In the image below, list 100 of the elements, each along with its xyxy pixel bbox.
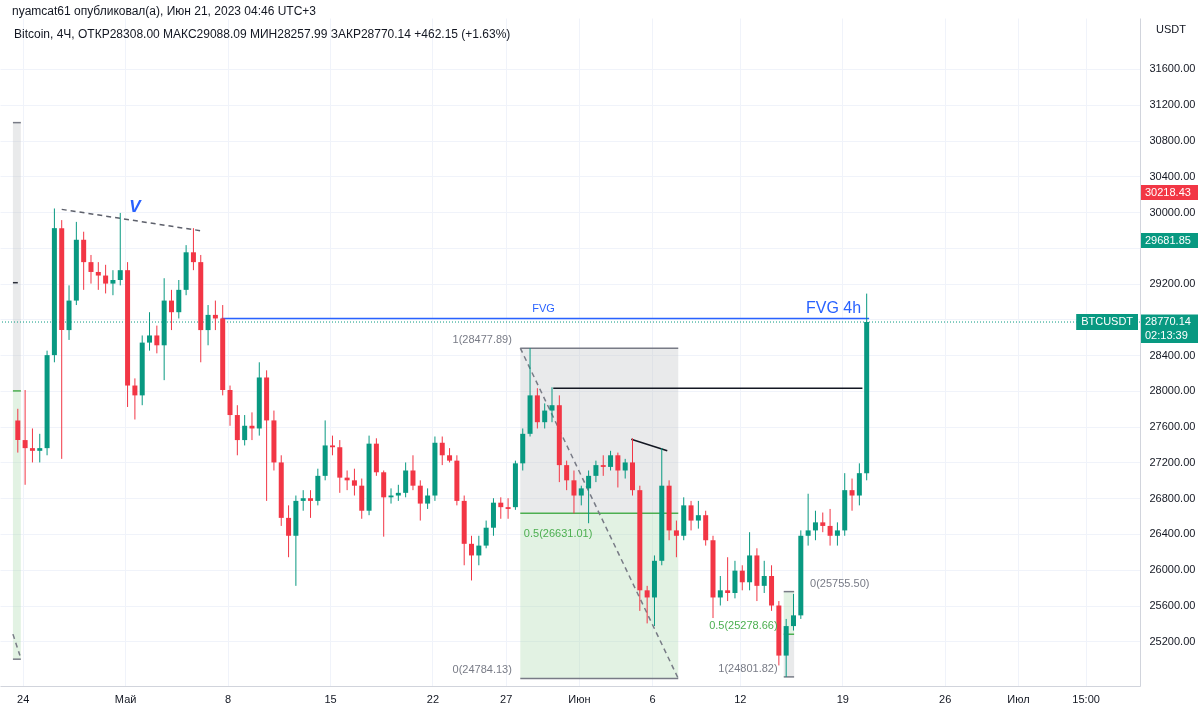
- y-tick-label: 30000.00: [1149, 205, 1196, 218]
- x-tick-label: 15: [324, 692, 337, 705]
- x-tick-label: Июн: [568, 692, 591, 705]
- x-tick-label: 6: [649, 692, 656, 705]
- candlestick: [117, 212, 123, 286]
- chart-title: nyamcat61 опубликовал(а), Июн 21, 2023 04:46 UTC+3: [12, 4, 317, 18]
- candlestick: [351, 468, 357, 497]
- candlestick: [673, 520, 679, 558]
- candlestick: [812, 510, 818, 541]
- text: 29681.85: [1145, 233, 1191, 246]
- candlestick: [425, 487, 431, 510]
- y-tick-label: 25600.00: [1149, 599, 1196, 612]
- candlestick: [695, 500, 701, 530]
- x-tick-label: 27: [500, 692, 513, 705]
- text: 02:13:39: [1145, 328, 1188, 341]
- candlestick: [308, 489, 314, 519]
- candlestick: [498, 496, 504, 520]
- y-tick-label: 31600.00: [1149, 62, 1196, 75]
- candlestick: [505, 497, 511, 520]
- candlestick: [827, 508, 833, 547]
- candlestick: [242, 414, 248, 446]
- text: Bitcoin, 4Ч, ОТКР28308.00 МАКС29088.09 МИН28257.99 ЗАКР28770.14 +462.15 (+1.63%): [14, 27, 511, 41]
- y-tick-label: 27600.00: [1149, 420, 1196, 433]
- candlestick: [147, 311, 153, 352]
- candlestick: [564, 460, 570, 491]
- candlestick: [549, 386, 555, 423]
- candlestick: [300, 489, 306, 512]
- y-tick-label: 28000.00: [1149, 384, 1196, 397]
- ref-line-label: BTCUSDT: [1081, 315, 1134, 328]
- annotation: FVG 4h: [805, 299, 862, 317]
- candlestick: [593, 460, 599, 483]
- candlestick: [132, 377, 138, 421]
- candlestick: [22, 389, 28, 486]
- series-label: 0(25755.50): [810, 576, 870, 589]
- y-tick-label: 29200.00: [1149, 277, 1196, 290]
- candlestick: [791, 593, 796, 632]
- y-axis-title: USDT: [1156, 23, 1187, 35]
- x-tick-label: Июл: [1007, 692, 1030, 705]
- candlestick: [586, 469, 592, 524]
- candlestick: [542, 402, 548, 429]
- candlestick: [834, 521, 840, 547]
- x-tick-label: 22: [426, 692, 440, 705]
- x-tick-label: 26: [939, 692, 952, 705]
- candlestick: [88, 254, 94, 285]
- x-tick-label: Май: [114, 692, 137, 705]
- y-tick-label: 30400.00: [1149, 169, 1196, 182]
- text: 28770.14: [1145, 315, 1191, 327]
- y-tick-label: 31200.00: [1149, 98, 1196, 111]
- candlestick: [805, 493, 811, 547]
- candlestick: [739, 564, 745, 591]
- series-label: 0.5(26631.01): [523, 527, 593, 540]
- y-tick-label: 26400.00: [1149, 527, 1196, 540]
- candlestick: [476, 535, 482, 566]
- series-label: 1(28477.89): [452, 333, 512, 346]
- candlestick: [761, 560, 767, 594]
- candlestick: [615, 452, 621, 488]
- candlestick: [571, 469, 577, 514]
- candlestick: [820, 512, 826, 533]
- candlestick: [688, 500, 694, 531]
- y-tick-label: 25200.00: [1149, 634, 1196, 647]
- candlestick: [717, 575, 723, 607]
- candlestick: [29, 427, 35, 463]
- candlestick: [856, 462, 862, 506]
- y-tick-label: 28400.00: [1149, 348, 1196, 361]
- candlestick: [110, 269, 116, 296]
- candlestick: [190, 227, 196, 271]
- candlestick: [417, 479, 423, 522]
- candlestick: [725, 556, 731, 602]
- y-tick-label: 27200.00: [1149, 455, 1196, 468]
- candlestick: [95, 261, 101, 291]
- x-tick-label: 8: [225, 692, 232, 705]
- candlestick: [168, 289, 174, 331]
- x-tick-label: 15:00: [1072, 692, 1100, 705]
- candlestick: [608, 450, 614, 471]
- candlestick: [15, 408, 21, 454]
- candlestick: [439, 436, 445, 466]
- candlestick: [403, 461, 409, 498]
- candlestick: [483, 520, 489, 549]
- y-tick-label: 30800.00: [1149, 134, 1196, 147]
- candlestick: [103, 264, 109, 294]
- candlestick: [732, 560, 738, 599]
- candlestick: [600, 454, 606, 477]
- text: 30218.43: [1145, 185, 1191, 198]
- candlestick: [849, 478, 855, 512]
- candlestick: [410, 454, 416, 491]
- x-tick-label: 19: [836, 692, 849, 705]
- annotation: V: [129, 196, 143, 216]
- candlestick: [286, 504, 292, 558]
- x-tick-label: 24: [17, 692, 30, 705]
- candlestick: [469, 535, 475, 581]
- annotation: FVG: [532, 302, 555, 315]
- candlestick: [154, 325, 160, 354]
- candlestick: [37, 433, 43, 463]
- y-tick-label: 26000.00: [1149, 563, 1196, 576]
- y-tick-label: 26800.00: [1149, 491, 1196, 504]
- series-label: 1(24801.82): [718, 661, 778, 674]
- candlestick: [644, 585, 650, 624]
- x-tick-label: 12: [734, 692, 747, 705]
- candlestick: [329, 435, 335, 456]
- candlestick: [81, 231, 87, 291]
